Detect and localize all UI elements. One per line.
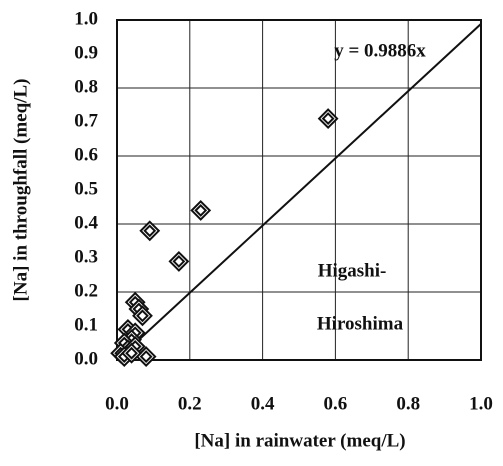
point	[139, 220, 161, 242]
point-outline	[136, 309, 149, 323]
y-tick-label: 0.5	[74, 178, 98, 199]
point	[317, 108, 339, 130]
y-tick-label: 0.4	[74, 212, 98, 233]
fit-line	[116, 23, 482, 361]
x-tick-label: 0.0	[105, 393, 129, 414]
x-tick-label: 0.4	[251, 393, 275, 414]
y-tick-label: 0.2	[74, 280, 98, 301]
y-tick-label: 0.3	[74, 246, 98, 267]
point	[132, 305, 153, 327]
y-tick-label: 0.6	[74, 144, 98, 165]
point-outline	[190, 199, 212, 221]
x-tick-label: 1.0	[469, 393, 493, 414]
point	[121, 342, 142, 364]
point-outline	[139, 220, 161, 242]
x-axis-label: [Na] in rainwater (meq/L)	[194, 430, 405, 451]
point-outline	[168, 250, 190, 272]
point-outline	[321, 112, 335, 126]
y-tick-label: 0.1	[74, 314, 98, 335]
point-outline	[143, 224, 157, 238]
x-tick-label: 0.8	[396, 393, 420, 414]
fit-label: y = 0.9886x	[334, 40, 426, 61]
point-outline	[125, 346, 138, 360]
point-outline	[317, 108, 339, 130]
x-tick-label: 0.2	[178, 393, 202, 414]
point	[190, 199, 212, 221]
y-tick-label: 0.7	[74, 110, 98, 131]
plot-frame	[116, 19, 482, 361]
point-outline	[139, 350, 153, 364]
x-tick-label: 0.6	[324, 393, 348, 414]
y-tick-label: 0.0	[74, 348, 98, 369]
y-tick-label: 0.9	[74, 42, 98, 63]
point	[168, 250, 190, 272]
y-tick-label: 1.0	[74, 8, 98, 29]
point-outline	[132, 305, 153, 327]
site-label: Higashi-	[318, 260, 387, 281]
point-outline	[121, 342, 142, 364]
y-axis-label: [Na] in throughfall (meq/L)	[10, 79, 31, 302]
point-outline	[172, 254, 186, 268]
point-outline	[194, 203, 208, 217]
y-tick-label: 0.8	[74, 76, 98, 97]
site-label: Hiroshima	[317, 313, 404, 334]
